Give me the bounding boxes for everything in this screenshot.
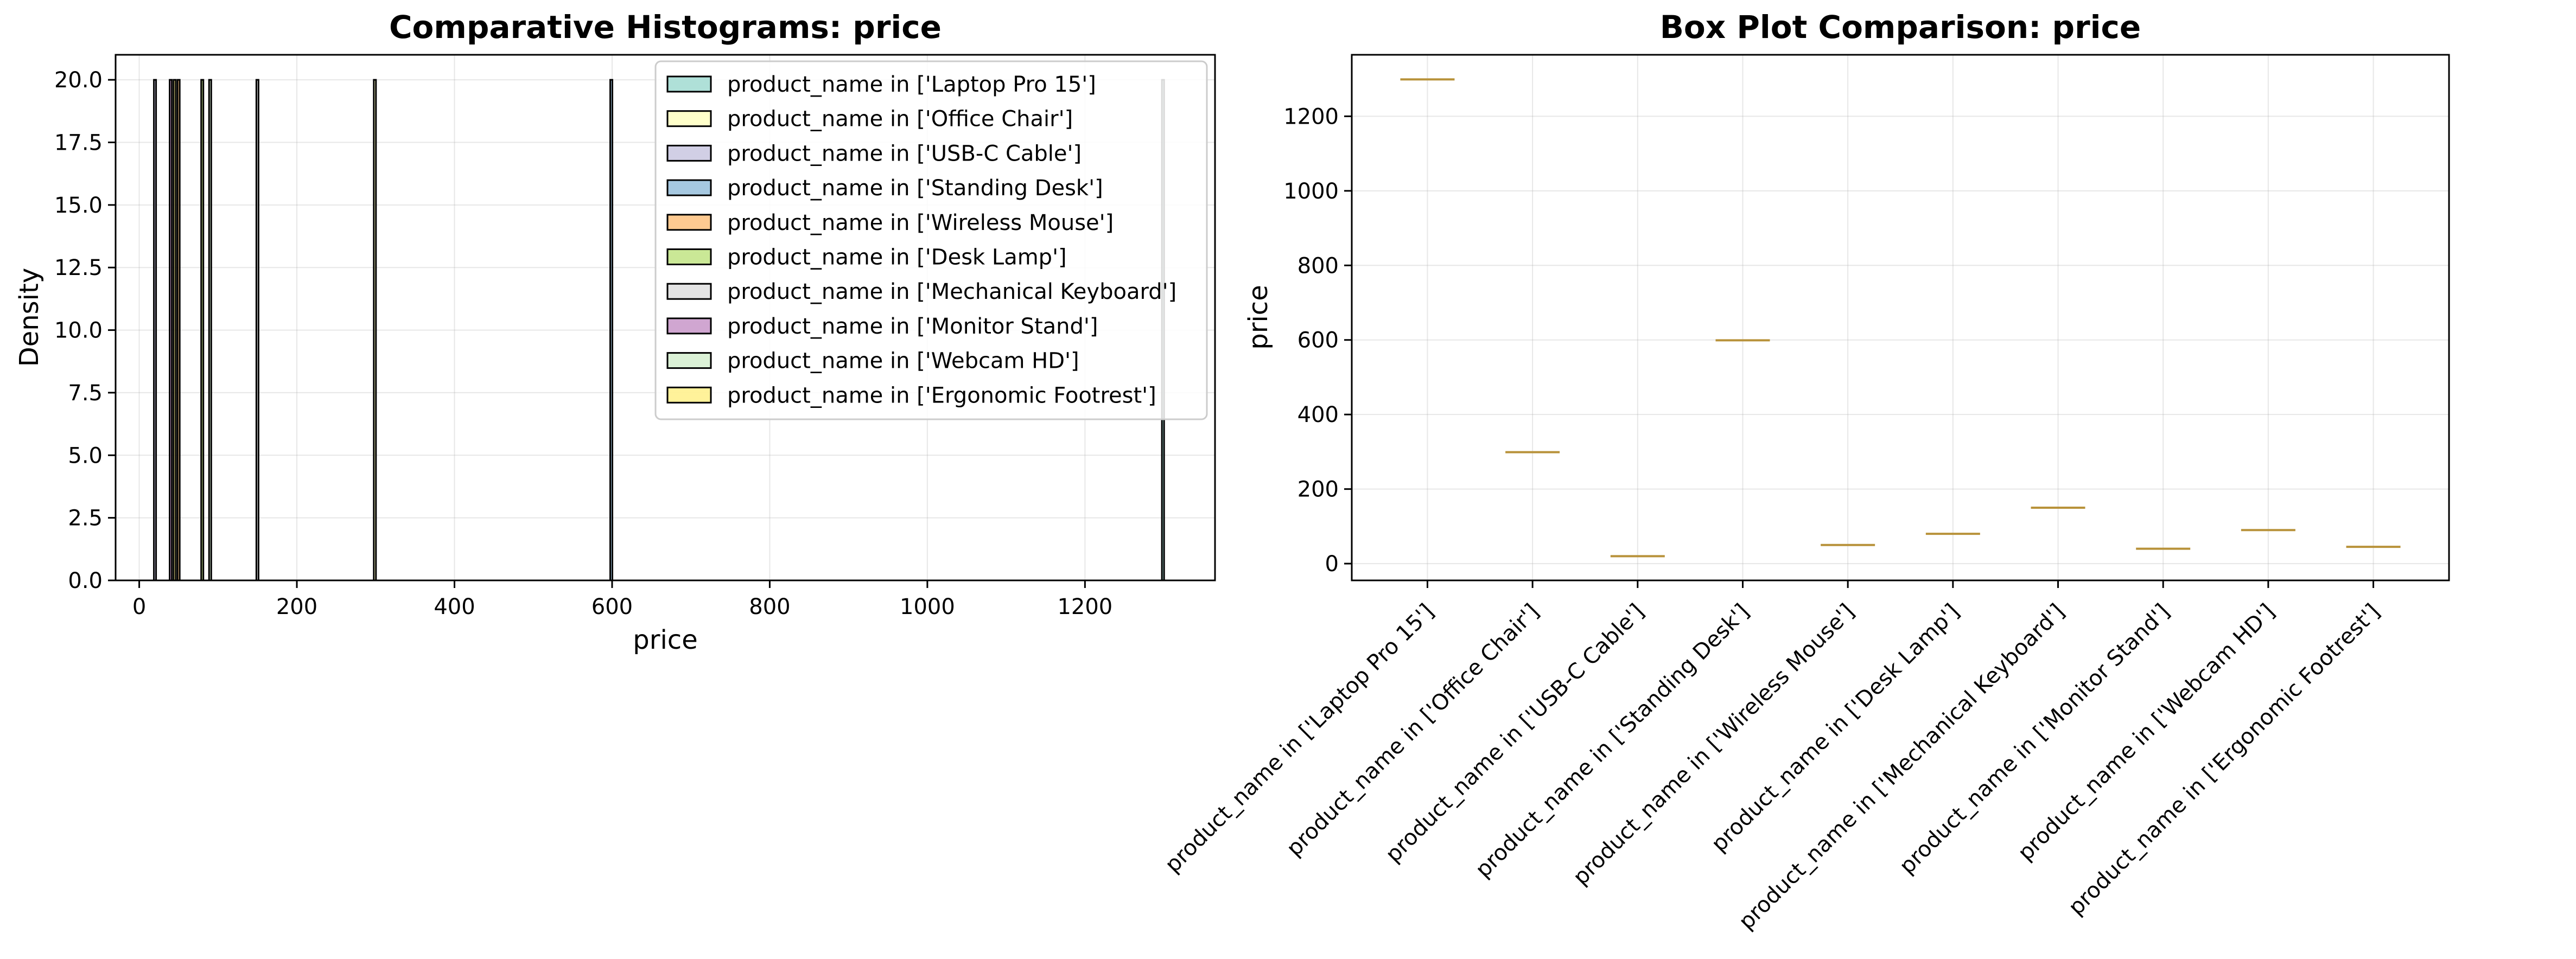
legend-swatch bbox=[666, 352, 712, 369]
histogram-bar bbox=[609, 79, 614, 581]
histogram-y-tick-label: 12.5 bbox=[54, 255, 103, 280]
histogram-bar bbox=[173, 79, 177, 581]
histogram-bar bbox=[153, 79, 157, 581]
boxplot-y-tick-label: 1200 bbox=[1283, 104, 1339, 129]
boxplot-grid bbox=[1352, 55, 2449, 580]
histogram-title: Comparative Histograms: price bbox=[389, 9, 942, 46]
boxplot-y-tick-label: 600 bbox=[1297, 328, 1339, 353]
histogram-panel: 0 200 400 600 800 1000 1200 0.0 2.5 5.0 7.5 10.0 12.… bbox=[14, 9, 1216, 655]
boxplot-y-tick-label: 200 bbox=[1297, 477, 1339, 502]
histogram-x-tick-label: 400 bbox=[434, 594, 475, 619]
boxplot-y-tick-label: 400 bbox=[1297, 402, 1339, 427]
legend-label: product_name in ['Wireless Mouse'] bbox=[727, 210, 1114, 235]
legend-label: product_name in ['Mechanical Keyboard'] bbox=[727, 279, 1176, 304]
histogram-y-tick-label: 17.5 bbox=[54, 131, 103, 156]
histogram-y-axis-label: Density bbox=[14, 268, 44, 367]
histogram-legend: product_name in ['Laptop Pro 15'] product… bbox=[654, 60, 1208, 420]
legend-label: product_name in ['Office Chair'] bbox=[727, 107, 1073, 132]
legend-label: product_name in ['Desk Lamp'] bbox=[727, 245, 1067, 270]
histogram-x-tick-label: 800 bbox=[749, 594, 790, 619]
boxplot-y-tick-label: 800 bbox=[1297, 253, 1339, 278]
boxplot-axes-frame bbox=[1351, 54, 2450, 581]
boxplot-y-axis-label: price bbox=[1243, 285, 1274, 349]
legend-label: product_name in ['Standing Desk'] bbox=[727, 176, 1103, 201]
histogram-x-tick-label: 200 bbox=[276, 594, 317, 619]
legend-swatch bbox=[666, 317, 712, 335]
boxplot-title: Box Plot Comparison: price bbox=[1660, 9, 2141, 46]
histogram-y-tick-label: 5.0 bbox=[68, 443, 103, 468]
legend-swatch bbox=[666, 75, 712, 93]
legend-swatch bbox=[666, 248, 712, 265]
legend-swatch bbox=[666, 179, 712, 196]
histogram-bar bbox=[255, 79, 259, 581]
histogram-x-axis-label: price bbox=[633, 625, 697, 655]
legend-label: product_name in ['Monitor Stand'] bbox=[727, 314, 1098, 339]
histogram-bar bbox=[373, 79, 377, 581]
legend-items: product_name in ['Laptop Pro 15'] product… bbox=[666, 72, 1176, 408]
legend-label: product_name in ['USB-C Cable'] bbox=[727, 141, 1082, 166]
histogram-ticks: 0 200 400 600 800 1000 1200 0.0 2.5 5.0 7.5 10.0 12.… bbox=[54, 68, 1112, 619]
boxplot-y-tick-label: 1000 bbox=[1283, 179, 1339, 204]
histogram-x-tick-label: 1200 bbox=[1057, 594, 1112, 619]
histogram-axes-frame bbox=[115, 54, 1216, 581]
histogram-y-tick-label: 20.0 bbox=[54, 68, 103, 93]
histogram-bar bbox=[176, 79, 181, 581]
legend-swatch bbox=[666, 283, 712, 300]
legend-swatch bbox=[666, 386, 712, 404]
histogram-y-tick-label: 2.5 bbox=[68, 506, 103, 531]
histogram-bar bbox=[169, 79, 173, 581]
histogram-y-tick-label: 0.0 bbox=[68, 568, 103, 593]
legend-frame bbox=[654, 60, 1208, 420]
histogram-y-tick-label: 15.0 bbox=[54, 193, 103, 218]
boxplot-y-tick-label: 0 bbox=[1325, 552, 1339, 577]
histogram-bar bbox=[208, 79, 212, 581]
histogram-x-tick-label: 0 bbox=[132, 594, 146, 619]
legend-swatch bbox=[666, 214, 712, 231]
legend-label: product_name in ['Webcam HD'] bbox=[727, 349, 1079, 374]
legend-label: product_name in ['Laptop Pro 15'] bbox=[727, 72, 1096, 97]
histogram-x-tick-label: 1000 bbox=[900, 594, 955, 619]
legend-swatch bbox=[666, 110, 712, 127]
histogram-bar bbox=[200, 79, 205, 581]
boxplot-medians bbox=[1400, 78, 2401, 558]
legend-swatch bbox=[666, 144, 712, 162]
histogram-y-tick-label: 7.5 bbox=[68, 381, 103, 406]
legend-label: product_name in ['Ergonomic Footrest'] bbox=[727, 383, 1156, 408]
histogram-x-tick-label: 600 bbox=[591, 594, 633, 619]
histogram-y-tick-label: 10.0 bbox=[54, 318, 103, 343]
